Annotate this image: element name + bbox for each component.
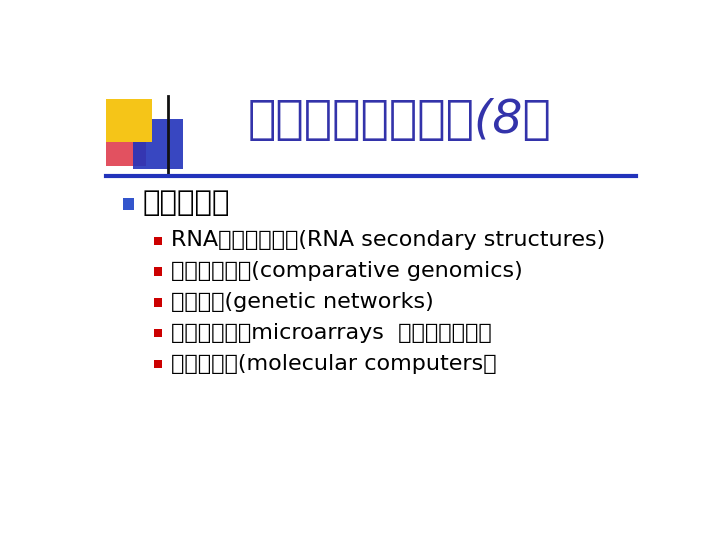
Text: 其他課題：: 其他課題：: [143, 190, 230, 218]
Bar: [153, 267, 162, 276]
Bar: [106, 130, 145, 166]
Text: 比較基因組學(comparative genomics): 比較基因組學(comparative genomics): [171, 261, 522, 281]
Bar: [153, 298, 162, 307]
Text: RNA二維結構預測(RNA secondary structures): RNA二維結構預測(RNA secondary structures): [171, 231, 605, 251]
Text: 微陣列晶片（microarrays  或稱基因晶片）: 微陣列晶片（microarrays 或稱基因晶片）: [171, 323, 491, 343]
Bar: [122, 198, 134, 210]
Bar: [153, 360, 162, 368]
Bar: [106, 99, 152, 142]
Bar: [153, 329, 162, 338]
Text: 分子計算機(molecular computers）: 分子計算機(molecular computers）: [171, 354, 496, 374]
Text: 生物資訊相關主題(8）: 生物資訊相關主題(8）: [248, 98, 552, 143]
Text: 基因網路(genetic networks): 基因網路(genetic networks): [171, 292, 433, 312]
Bar: [153, 237, 162, 245]
Bar: [132, 119, 183, 168]
